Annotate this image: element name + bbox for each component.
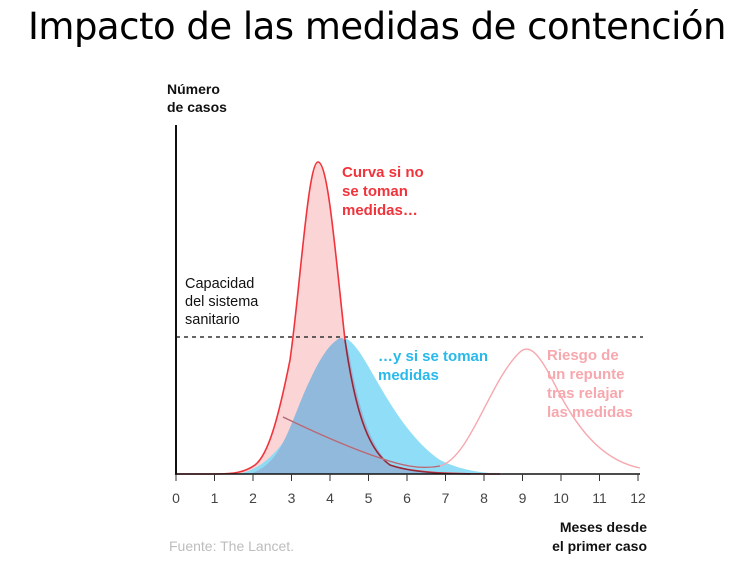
tick-label-6: 6 bbox=[403, 490, 411, 506]
no-measures-area bbox=[176, 162, 500, 474]
annotation-rebound: Riesgo de un repunte tras relajar las me… bbox=[547, 347, 633, 421]
overlap-area bbox=[250, 337, 470, 474]
svg-text:sanitario: sanitario bbox=[185, 312, 240, 328]
tick-label-8: 8 bbox=[480, 490, 488, 506]
svg-text:…y si se toman: …y si se toman bbox=[378, 348, 488, 365]
x-axis-ticks bbox=[175, 474, 639, 481]
svg-text:un repunte: un repunte bbox=[547, 366, 625, 383]
tick-label-9: 9 bbox=[519, 490, 527, 506]
svg-text:Curva si no: Curva si no bbox=[342, 164, 424, 181]
tick-label-1: 1 bbox=[211, 490, 219, 506]
rebound-curve-overlap bbox=[282, 416, 441, 469]
y-axis-title-line2: de casos bbox=[167, 99, 227, 115]
tick-label-0: 0 bbox=[172, 490, 180, 506]
svg-text:medidas: medidas bbox=[378, 367, 439, 384]
x-axis-tick-labels: 0 1 2 3 4 5 6 7 8 9 10 11 12 bbox=[172, 490, 646, 506]
slide-title: Impacto de las medidas de contención bbox=[27, 5, 727, 48]
tick-label-4: 4 bbox=[326, 490, 334, 506]
svg-text:del sistema: del sistema bbox=[185, 294, 259, 310]
svg-text:las medidas: las medidas bbox=[547, 404, 633, 421]
x-axis-title: Meses desde el primer caso bbox=[552, 519, 647, 554]
tick-label-7: 7 bbox=[442, 490, 450, 506]
tick-label-11: 11 bbox=[592, 490, 607, 506]
tick-label-12: 12 bbox=[630, 490, 646, 506]
svg-text:se toman: se toman bbox=[342, 183, 408, 200]
annotation-no-measures: Curva si no se toman medidas… bbox=[342, 164, 424, 219]
tick-label-3: 3 bbox=[288, 490, 296, 506]
tick-label-10: 10 bbox=[553, 490, 569, 506]
annotation-capacity: Capacidad del sistema sanitario bbox=[185, 276, 259, 328]
y-axis-title-line1: Número bbox=[167, 81, 220, 97]
svg-text:medidas…: medidas… bbox=[342, 202, 418, 219]
svg-text:Capacidad: Capacidad bbox=[185, 276, 254, 292]
svg-text:Riesgo de: Riesgo de bbox=[547, 347, 619, 364]
annotation-measures: …y si se toman medidas bbox=[378, 348, 488, 384]
source-note: Fuente: The Lancet. bbox=[169, 538, 294, 554]
svg-text:Meses desde: Meses desde bbox=[560, 519, 647, 535]
svg-text:el primer caso: el primer caso bbox=[552, 538, 647, 554]
svg-text:tras relajar: tras relajar bbox=[547, 385, 624, 402]
tick-label-2: 2 bbox=[249, 490, 257, 506]
tick-label-5: 5 bbox=[365, 490, 373, 506]
